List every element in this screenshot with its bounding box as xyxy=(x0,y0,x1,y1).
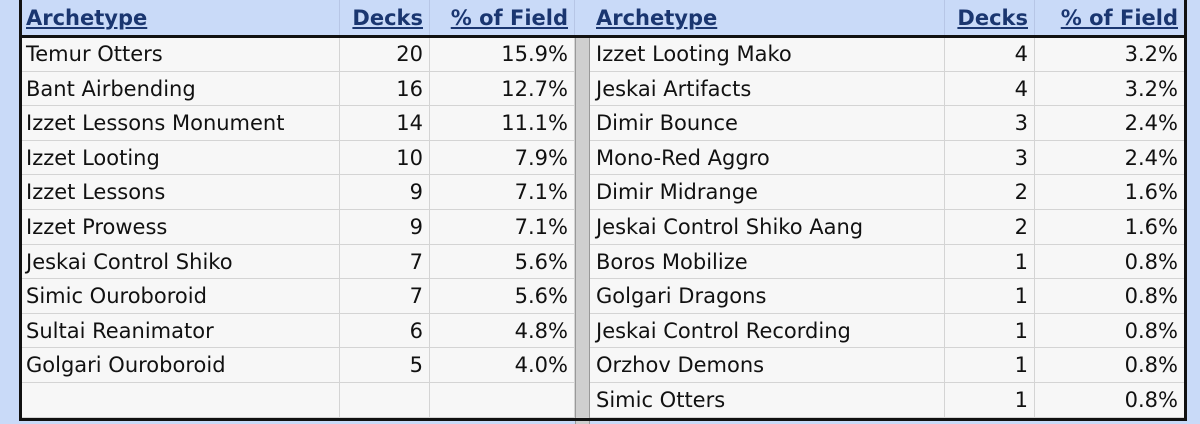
numeric-cell: 1.6% xyxy=(1035,175,1185,210)
column-separator xyxy=(575,37,590,424)
text-cell: Jeskai Control Shiko Aang xyxy=(590,210,945,245)
text-cell: Dimir Midrange xyxy=(590,175,945,210)
text-cell: Orzhov Demons xyxy=(590,348,945,383)
text-cell: Mono-Red Aggro xyxy=(590,140,945,176)
header-rule xyxy=(20,35,1185,38)
text-cell: Izzet Lessons Monument xyxy=(20,106,340,141)
numeric-cell: 1.6% xyxy=(1035,210,1185,245)
text-cell: Izzet Prowess xyxy=(20,210,340,245)
text-cell: Temur Otters xyxy=(20,37,340,72)
column-header: Decks xyxy=(340,0,430,37)
numeric-cell: 4.0% xyxy=(430,348,575,383)
numeric-cell xyxy=(340,383,430,418)
numeric-cell: 20 xyxy=(340,37,430,72)
left-rule xyxy=(19,0,22,421)
numeric-cell: 9 xyxy=(340,210,430,245)
numeric-cell: 2 xyxy=(945,210,1035,245)
numeric-cell: 0.8% xyxy=(1035,383,1185,418)
numeric-cell: 16 xyxy=(340,71,430,107)
numeric-cell: 1 xyxy=(945,383,1035,418)
numeric-cell: 2.4% xyxy=(1035,140,1185,176)
numeric-cell: 5 xyxy=(340,348,430,383)
text-cell: Izzet Looting Mako xyxy=(590,37,945,72)
numeric-cell: 4 xyxy=(945,37,1035,72)
numeric-cell: 7.1% xyxy=(430,210,575,245)
numeric-cell: 3.2% xyxy=(1035,71,1185,107)
text-cell: Jeskai Control Shiko xyxy=(20,244,340,280)
numeric-cell: 10 xyxy=(340,140,430,176)
text-cell: Izzet Lessons xyxy=(20,175,340,210)
bottom-rule xyxy=(20,418,1185,421)
numeric-cell: 0.8% xyxy=(1035,244,1185,280)
text-cell: Sultai Reanimator xyxy=(20,313,340,349)
text-cell: Golgari Ouroboroid xyxy=(20,348,340,383)
text-cell: Dimir Bounce xyxy=(590,106,945,141)
text-cell: Golgari Dragons xyxy=(590,279,945,314)
column-header: Archetype xyxy=(20,0,340,37)
numeric-cell: 12.7% xyxy=(430,71,575,107)
numeric-cell: 5.6% xyxy=(430,244,575,280)
numeric-cell: 0.8% xyxy=(1035,279,1185,314)
numeric-cell: 11.1% xyxy=(430,106,575,141)
numeric-cell: 3 xyxy=(945,106,1035,141)
numeric-cell: 14 xyxy=(340,106,430,141)
numeric-cell xyxy=(430,383,575,418)
numeric-cell: 2.4% xyxy=(1035,106,1185,141)
text-cell: Jeskai Artifacts xyxy=(590,71,945,107)
column-header: % of Field xyxy=(430,0,575,37)
numeric-cell: 0.8% xyxy=(1035,313,1185,349)
numeric-cell: 15.9% xyxy=(430,37,575,72)
text-cell xyxy=(20,383,340,418)
numeric-cell: 4 xyxy=(945,71,1035,107)
numeric-cell: 3 xyxy=(945,140,1035,176)
column-header: Decks xyxy=(945,0,1035,37)
text-cell: Boros Mobilize xyxy=(590,244,945,280)
text-cell: Jeskai Control Recording xyxy=(590,313,945,349)
numeric-cell: 4.8% xyxy=(430,313,575,349)
text-cell: Simic Ouroboroid xyxy=(20,279,340,314)
numeric-cell: 9 xyxy=(340,175,430,210)
numeric-cell: 7.1% xyxy=(430,175,575,210)
text-cell: Izzet Looting xyxy=(20,140,340,176)
numeric-cell: 6 xyxy=(340,313,430,349)
numeric-cell: 7 xyxy=(340,244,430,280)
numeric-cell: 1 xyxy=(945,348,1035,383)
numeric-cell: 1 xyxy=(945,279,1035,314)
numeric-cell: 7 xyxy=(340,279,430,314)
numeric-cell: 2 xyxy=(945,175,1035,210)
numeric-cell: 7.9% xyxy=(430,140,575,176)
text-cell: Simic Otters xyxy=(590,383,945,418)
right-rule xyxy=(1184,0,1187,421)
text-cell: Bant Airbending xyxy=(20,71,340,107)
column-header: Archetype xyxy=(590,0,945,37)
numeric-cell: 0.8% xyxy=(1035,348,1185,383)
numeric-cell: 1 xyxy=(945,244,1035,280)
numeric-cell: 5.6% xyxy=(430,279,575,314)
column-header: % of Field xyxy=(1035,0,1185,37)
numeric-cell: 3.2% xyxy=(1035,37,1185,72)
numeric-cell: 1 xyxy=(945,313,1035,349)
